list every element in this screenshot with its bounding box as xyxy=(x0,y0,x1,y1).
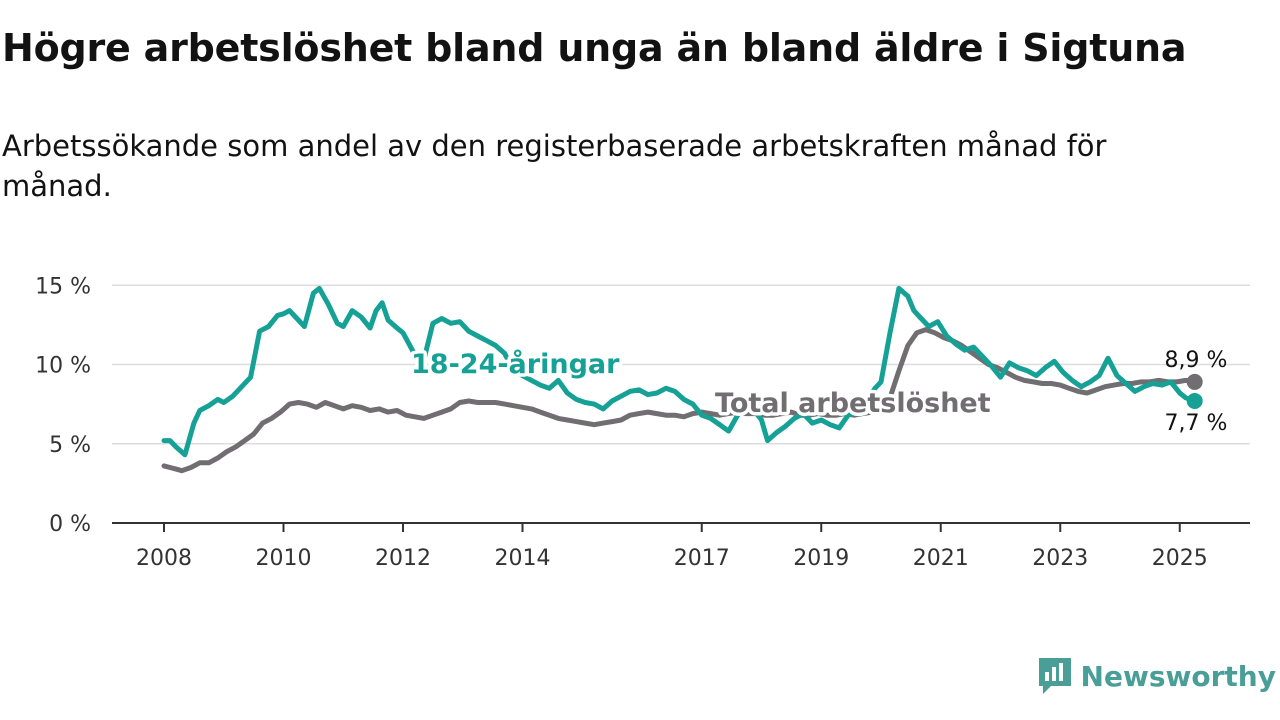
line-chart: 0 %5 %10 %15 % 2008 2010 2012 2014 2017 2019 2… xyxy=(35,274,1250,571)
series-label-total-halo: Total arbetslöshet xyxy=(715,388,991,419)
x-tick-label: 2017 xyxy=(674,546,730,571)
y-tick-label: 5 % xyxy=(49,433,91,458)
series-label-youth-halo: 18-24-åringar xyxy=(411,348,620,380)
chart-subtitle: Arbetssökande som andel av den registerb… xyxy=(2,129,1107,203)
newsworthy-brand: Newsworthy xyxy=(1037,656,1276,696)
x-tick-label: 2023 xyxy=(1032,546,1088,571)
y-tick-label: 0 % xyxy=(49,512,91,537)
series-label-youth: 18-24-åringar xyxy=(411,348,620,380)
x-tick-label: 2012 xyxy=(375,546,431,571)
y-tick-label: 15 % xyxy=(35,274,91,299)
y-axis-ticks: 0 % 5 % 10 % 15 % xyxy=(35,274,91,537)
newsworthy-logo-icon xyxy=(1038,658,1071,694)
brand-name: Newsworthy xyxy=(1080,659,1276,693)
end-label-total: 8,9 % xyxy=(1165,348,1228,373)
series-label-total: Total arbetslöshet xyxy=(715,388,991,419)
y-tick-label: 10 % xyxy=(35,354,91,379)
x-tick-label: 2021 xyxy=(913,546,969,571)
x-tick-label: 2014 xyxy=(495,546,551,571)
end-label-youth: 7,7 % xyxy=(1165,411,1228,436)
chart-title: Högre arbetslöshet bland unga än bland ä… xyxy=(2,26,1187,70)
x-tick-label: 2019 xyxy=(793,546,849,571)
gridlines xyxy=(112,284,1250,445)
x-tick-label: 2025 xyxy=(1152,546,1208,571)
x-tick-label: 2008 xyxy=(136,546,192,571)
series-line xyxy=(161,327,1198,474)
series-line xyxy=(161,285,1198,458)
series-end-point xyxy=(1186,392,1203,409)
x-axis: 2008 2010 2012 2014 2017 2019 2021 2023 2025 xyxy=(112,522,1250,571)
x-tick-label: 2010 xyxy=(256,546,312,571)
series-end-point xyxy=(1186,373,1203,390)
series-lines xyxy=(161,285,1203,474)
